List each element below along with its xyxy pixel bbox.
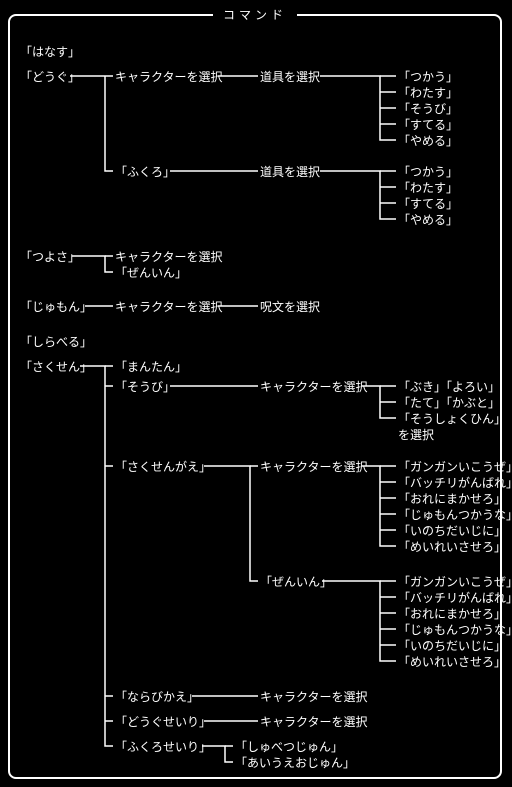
tree-node: 「そうび」: [398, 103, 458, 115]
tree-node: 「さくせんがえ」: [115, 461, 211, 473]
tree-node: キャラクターを選択: [260, 381, 368, 393]
tree-node: 「どうぐ」: [20, 71, 80, 83]
tree-node: キャラクターを選択: [115, 251, 223, 263]
tree-node: 「ぶき」「よろい」: [398, 381, 500, 393]
tree-node: 「すてる」: [398, 198, 458, 210]
tree-node: 「じゅもんつかうな」: [398, 624, 512, 636]
tree-node: 「あいうえおじゅん」: [235, 757, 355, 769]
tree-node: 「ぜんいん」: [260, 576, 332, 588]
tree-node: 「どうぐせいり」: [115, 716, 211, 728]
tree-node: 「おれにまかせろ」: [398, 608, 506, 620]
tree-node: 「わたす」: [398, 87, 458, 99]
tree-node: 道具を選択: [260, 166, 320, 178]
tree-node: 「つかう」: [398, 166, 458, 178]
tree-node: キャラクターを選択: [115, 301, 223, 313]
tree-node: 「ふくろせいり」: [115, 741, 211, 753]
tree-node: 「たて」「かぶと」: [398, 397, 500, 409]
tree-node: キャラクターを選択: [115, 71, 223, 83]
tree-node: 「バッチリがんばれ」: [398, 477, 512, 489]
tree-node: キャラクターを選択: [260, 716, 368, 728]
tree-node: 「ガンガンいこうぜ」: [398, 576, 512, 588]
tree-node: 「いのちだいじに」: [398, 640, 506, 652]
tree-node: 道具を選択: [260, 71, 320, 83]
tree-node: 「ガンガンいこうぜ」: [398, 461, 512, 473]
tree-node: 「すてる」: [398, 119, 458, 131]
tree-node: 「そうび」: [115, 381, 175, 393]
tree-node: 「じゅもん」: [20, 301, 92, 313]
tree-node: 「めいれいさせろ」: [398, 656, 506, 668]
tree-node: 「やめる」: [398, 214, 458, 226]
tree-node: 「めいれいさせろ」: [398, 541, 506, 553]
tree-node: 「ふくろ」: [115, 166, 175, 178]
tree-node: 「つかう」: [398, 71, 458, 83]
tree-node: 「まんたん」: [115, 361, 187, 373]
tree-node: 「しらべる」: [20, 336, 92, 348]
tree-node: 「じゅもんつかうな」: [398, 509, 512, 521]
tree-node: 「いのちだいじに」: [398, 525, 506, 537]
tree-node: キャラクターを選択: [260, 691, 368, 703]
tree-node: 「ぜんいん」: [115, 267, 187, 279]
tree-node: 「はなす」: [20, 46, 80, 58]
tree-node: 「わたす」: [398, 182, 458, 194]
tree-node: 「やめる」: [398, 135, 458, 147]
tree-node: 「バッチリがんばれ」: [398, 592, 512, 604]
tree-node: 呪文を選択: [260, 301, 320, 313]
command-frame: コマンド 「はなす」「どうぐ」キャラクターを選択道具を選択「つかう」「わたす」「…: [8, 14, 502, 779]
tree-node: 「ならびかえ」: [115, 691, 199, 703]
tree-node: キャラクターを選択: [260, 461, 368, 473]
tree-node: を選択: [398, 429, 434, 441]
tree-node: 「しゅべつじゅん」: [235, 741, 343, 753]
tree-node: 「つよさ」: [20, 251, 80, 263]
tree-node: 「そうしょくひん」: [398, 413, 506, 425]
tree-node: 「おれにまかせろ」: [398, 493, 506, 505]
tree-node: 「さくせん」: [20, 361, 92, 373]
